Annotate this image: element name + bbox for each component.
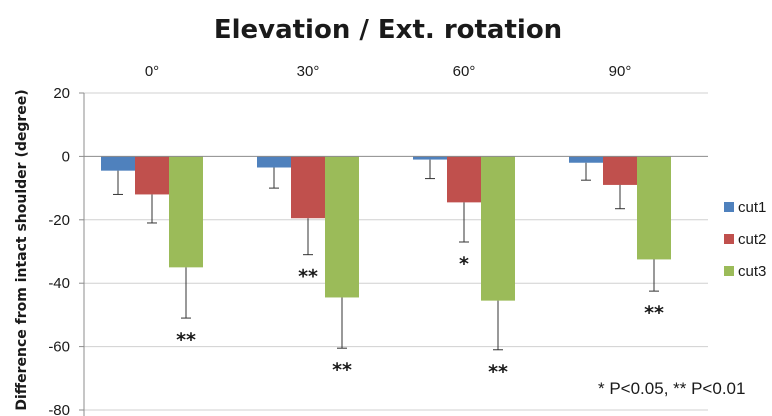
legend-swatch-cut2	[724, 234, 734, 244]
legend-swatch-cut1	[724, 202, 734, 212]
axes	[79, 92, 708, 416]
y-tick-label: -60	[48, 339, 70, 356]
y-tick-label: -40	[48, 275, 70, 292]
significance-mark: **	[488, 361, 508, 383]
bars	[101, 156, 671, 301]
significance-mark: **	[176, 329, 196, 351]
bar-cut2	[135, 156, 169, 195]
y-ticks: 20 0 -20 -40 -60 -80	[48, 85, 70, 416]
category-label: 30°	[297, 63, 320, 80]
y-tick-label: 0	[62, 148, 70, 165]
legend-label-cut1: cut1	[738, 199, 766, 216]
category-label: 60°	[453, 63, 476, 80]
legend: cut1 cut2 cut3	[724, 199, 766, 280]
category-label: 90°	[609, 63, 632, 80]
bar-cut3	[481, 156, 515, 301]
y-tick-label: -80	[48, 402, 70, 416]
bar-cut1	[101, 156, 135, 171]
bar-cut2	[291, 156, 325, 219]
category-label: 0°	[145, 63, 159, 80]
y-tick-label: 20	[53, 85, 70, 102]
bar-cut2	[603, 156, 637, 185]
y-axis-label: Difference from intact shoulder (degree)	[14, 89, 30, 410]
bar-cut3	[325, 156, 359, 298]
category-labels: 0° 30° 60° 90°	[145, 63, 632, 80]
significance-mark: **	[644, 302, 664, 324]
error-bars	[113, 159, 659, 351]
bar-cut3	[637, 156, 671, 260]
bar-cut1	[569, 156, 603, 163]
significance-mark: **	[332, 359, 352, 381]
significance-mark: *	[459, 253, 469, 275]
chart-title: Elevation / Ext. rotation	[214, 15, 562, 45]
bar-cut1	[413, 156, 447, 160]
bar-cut1	[257, 156, 291, 168]
significance-markers: ***********	[176, 253, 664, 383]
bar-cut3	[169, 156, 203, 268]
legend-label-cut3: cut3	[738, 263, 766, 280]
bar-cut2	[447, 156, 481, 203]
y-tick-label: -20	[48, 212, 70, 229]
significance-note: * P<0.05, ** P<0.01	[598, 379, 745, 398]
significance-mark: **	[298, 266, 318, 288]
legend-swatch-cut3	[724, 266, 734, 276]
legend-label-cut2: cut2	[738, 231, 766, 248]
